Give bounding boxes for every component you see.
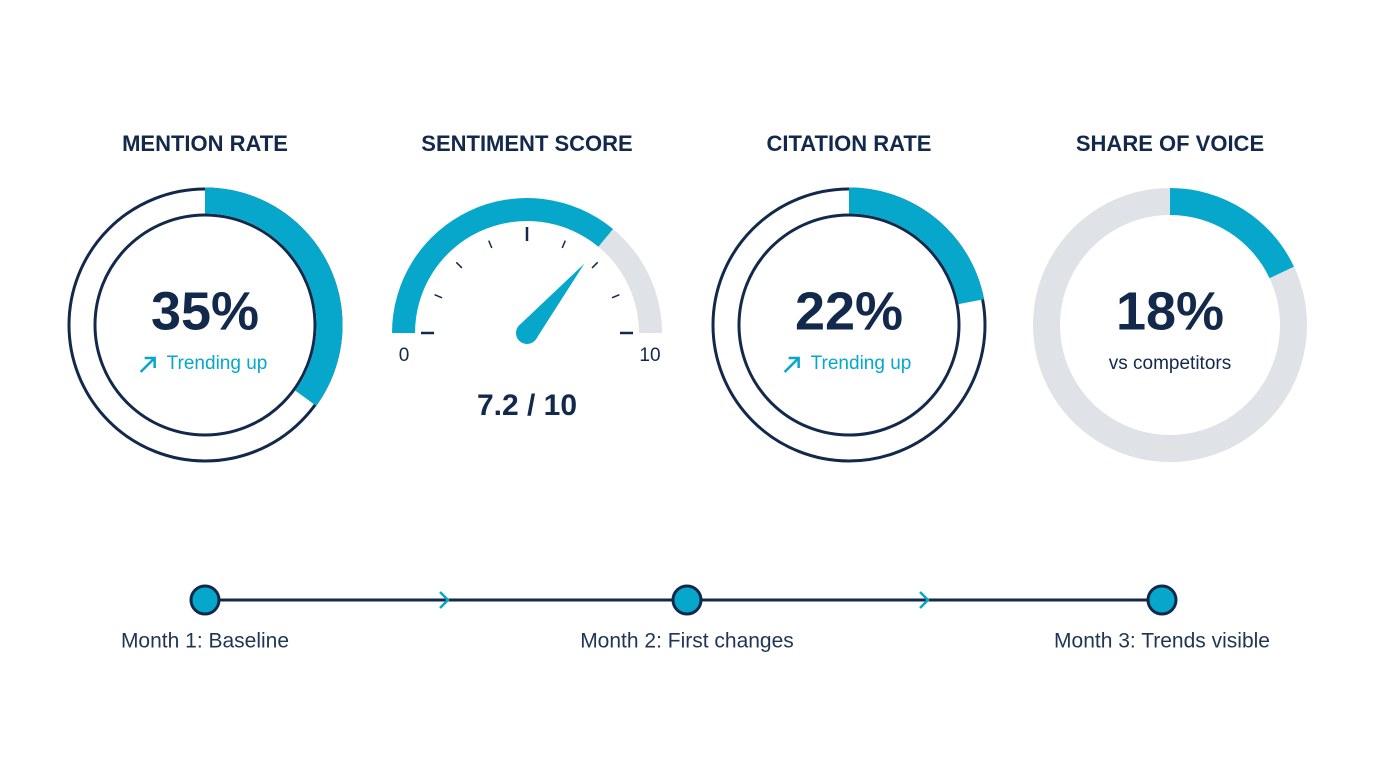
inner-ring	[737, 213, 961, 437]
gauge-minor-tick	[488, 240, 493, 249]
timeline-node	[1146, 584, 1178, 616]
gauge-tick-label: 0	[399, 345, 410, 366]
value-label: 35%	[151, 281, 259, 341]
chart-title: CITATION RATE	[767, 131, 932, 156]
value-label: 18%	[1116, 281, 1224, 341]
donut-arc	[849, 187, 985, 305]
chart-title: SHARE OF VOICE	[1076, 131, 1264, 156]
timeline-label: Month 2: First changes	[580, 630, 794, 653]
gauge-minor-tick	[455, 261, 463, 269]
gauge-needle	[518, 263, 585, 341]
gauge-minor-tick	[591, 261, 599, 269]
subtitle: Trending up	[167, 353, 268, 374]
subtitle: vs competitors	[1109, 353, 1231, 374]
gauge-arc	[392, 198, 614, 333]
inner-ring	[93, 213, 317, 437]
gauge-track	[598, 228, 662, 333]
trend-icon	[139, 356, 156, 373]
timeline-arrow	[439, 591, 450, 609]
donut-arc	[205, 187, 343, 406]
timeline-node	[189, 584, 221, 616]
timeline-arrow	[919, 591, 930, 609]
value-label: 7.2 / 10	[477, 389, 577, 422]
chart-title: SENTIMENT SCORE	[421, 131, 632, 156]
gauge-minor-tick	[434, 294, 443, 299]
timeline-node	[671, 584, 703, 616]
gauge-tick-label: 10	[639, 345, 660, 366]
value-label: 22%	[795, 281, 903, 341]
chart-title: MENTION RATE	[122, 131, 288, 156]
gauge-minor-tick	[561, 240, 566, 249]
donut-arc	[1170, 188, 1294, 279]
timeline-label: Month 1: Baseline	[121, 630, 289, 653]
subtitle: Trending up	[811, 353, 912, 374]
trend-icon	[783, 356, 800, 373]
gauge-hub	[516, 322, 538, 344]
timeline-label: Month 3: Trends visible	[1054, 630, 1270, 653]
gauge-minor-tick	[611, 294, 620, 299]
